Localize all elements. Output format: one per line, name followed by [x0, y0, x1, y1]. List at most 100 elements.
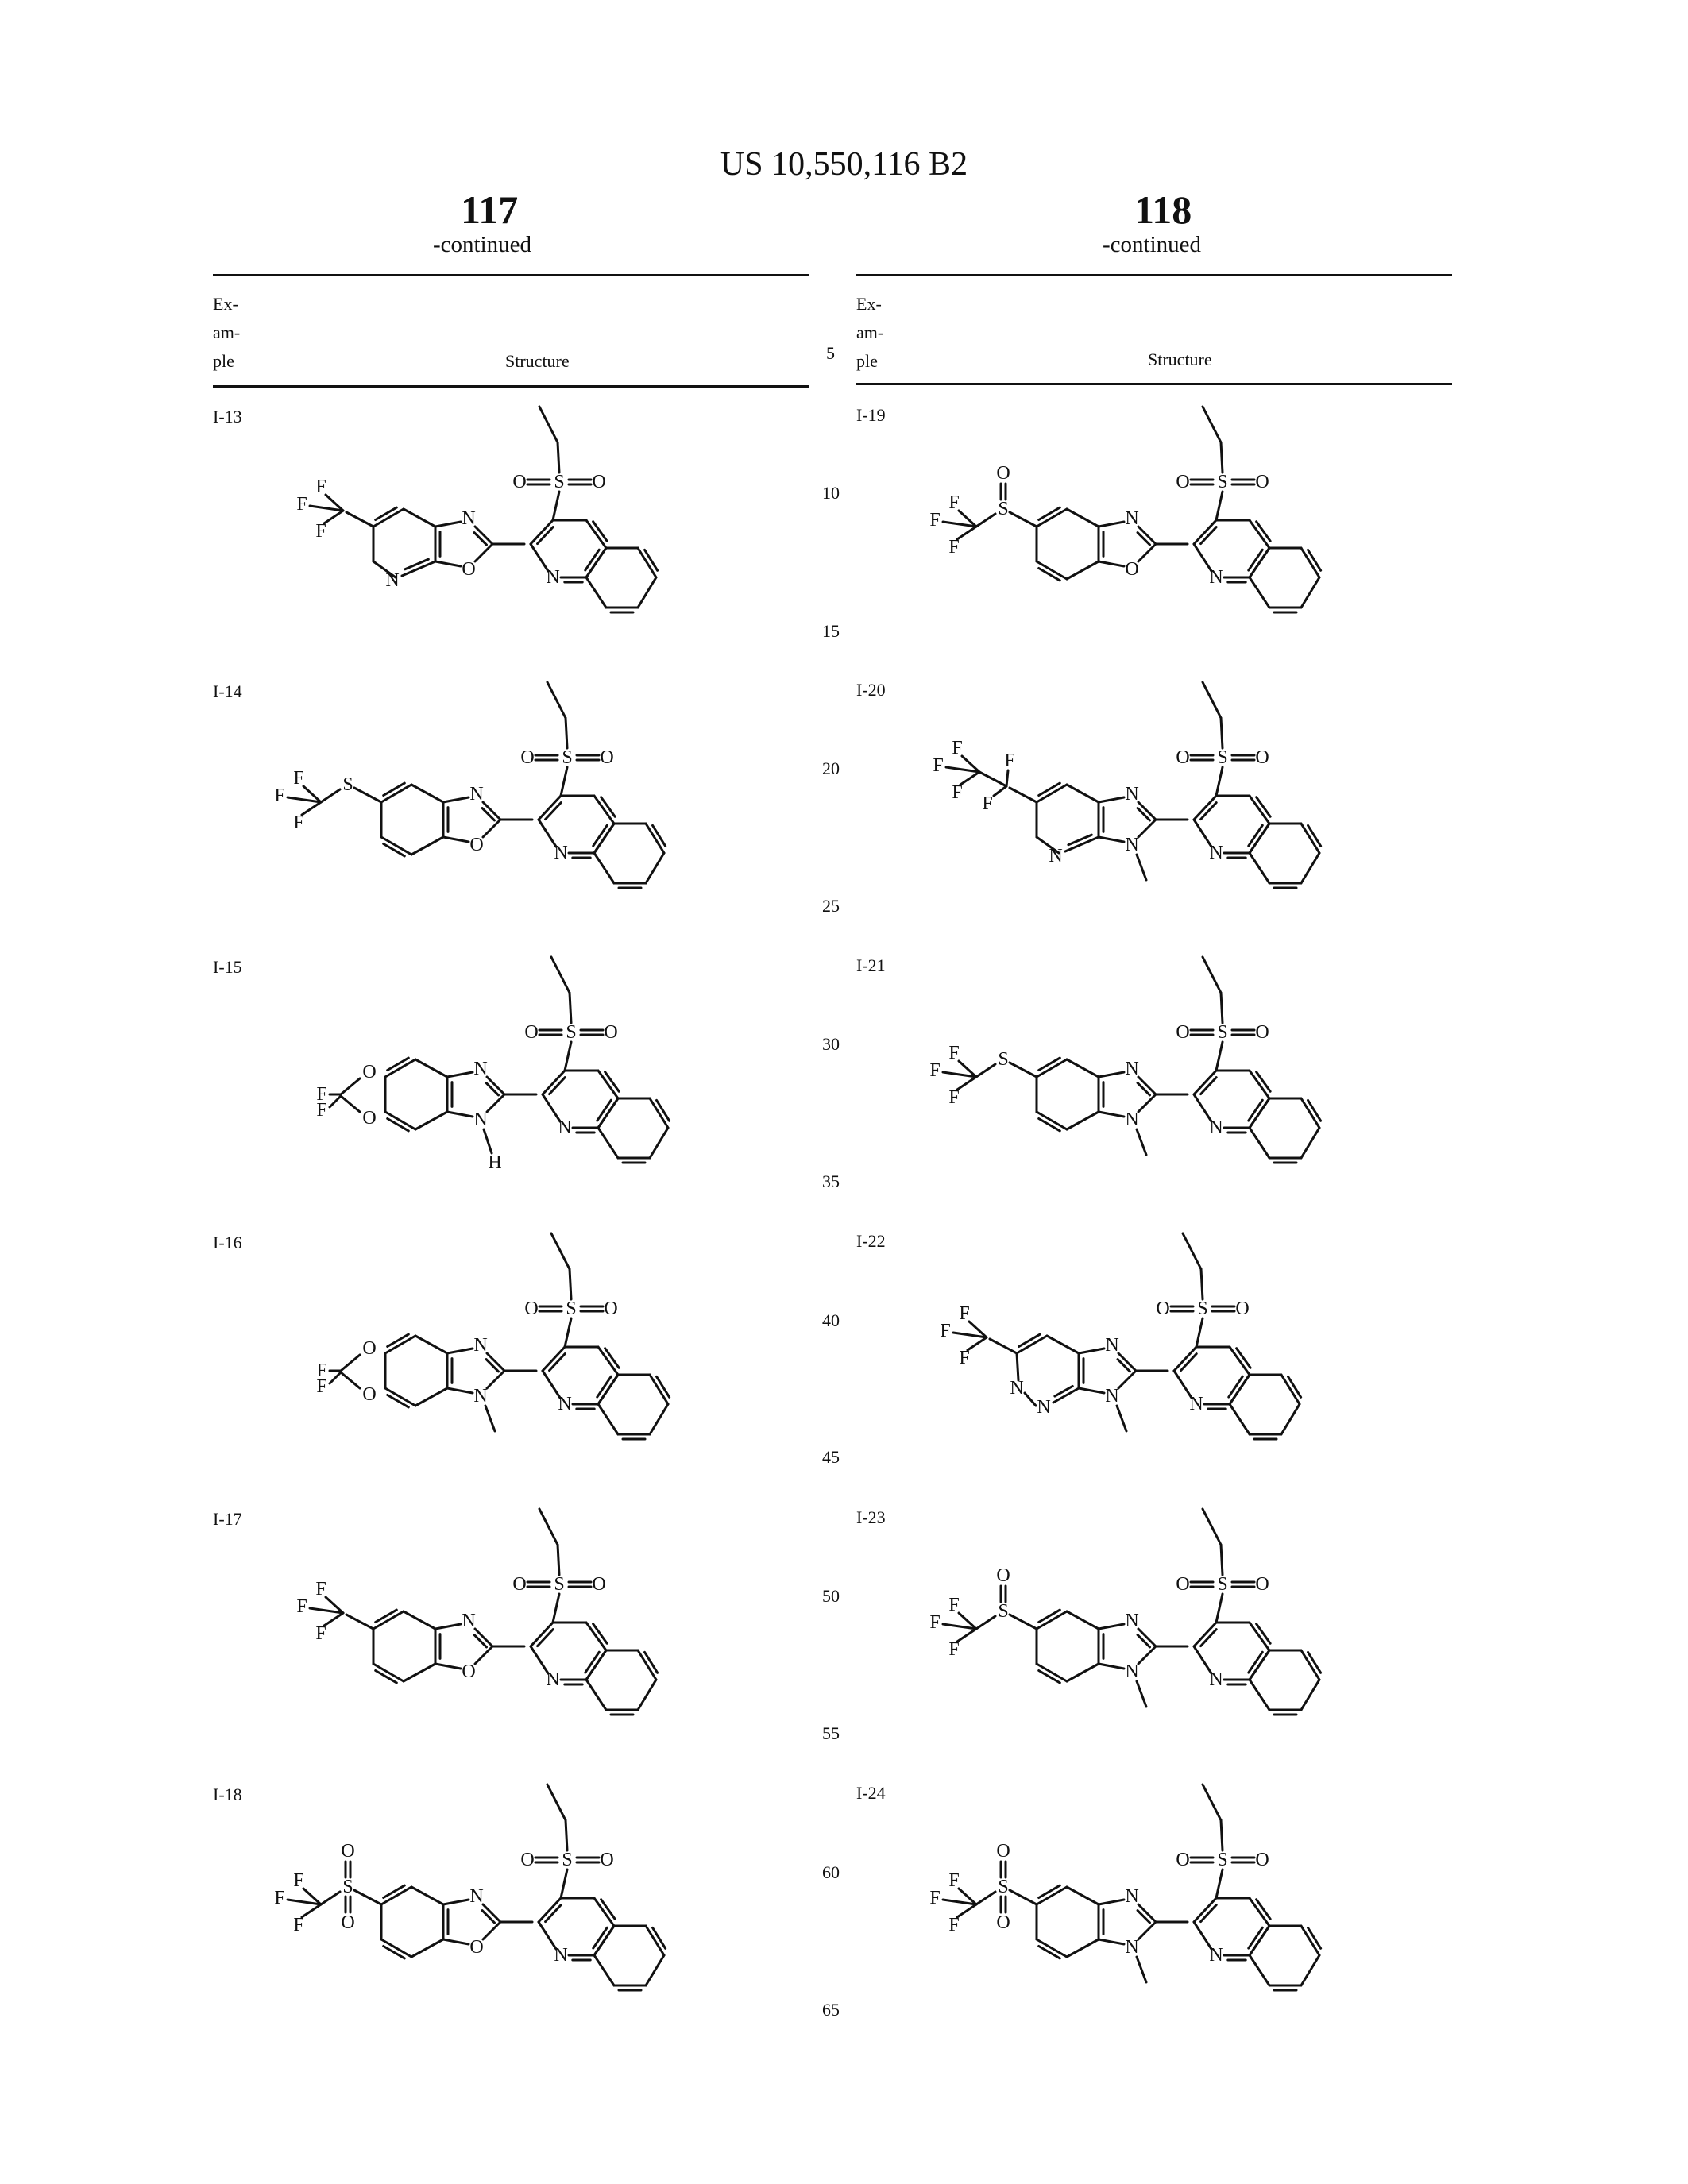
bond	[1067, 509, 1099, 527]
bond	[1099, 1624, 1124, 1629]
bond	[561, 1870, 567, 1898]
right-top-rule	[856, 274, 1452, 276]
double-bond	[1138, 533, 1149, 545]
n-methyl-bond	[1137, 855, 1146, 880]
ring-heteroatom: N	[1125, 1661, 1138, 1682]
bond	[415, 1388, 447, 1406]
sulfur: S	[998, 1049, 1008, 1070]
ring-nitrogen: N	[1049, 846, 1062, 866]
double-bond	[405, 559, 428, 569]
example-label: I-19	[856, 405, 886, 426]
bond	[415, 1112, 447, 1129]
quinoline-nitrogen: N	[1209, 567, 1223, 588]
double-bond	[1138, 1911, 1149, 1923]
double-bond	[1138, 1635, 1149, 1647]
bond	[1250, 853, 1269, 883]
bond	[1079, 1388, 1104, 1393]
sulfone-oxygen: O	[524, 1298, 538, 1319]
ring-nitrogen: N	[1125, 1611, 1138, 1631]
sulfone-oxygen: O	[1156, 1298, 1169, 1319]
structure-I-13: NONNSOOFFF	[294, 401, 786, 663]
fluorine: F	[1004, 751, 1014, 771]
fluorine: F	[959, 1303, 969, 1324]
sulfone-oxygen: O	[604, 1022, 617, 1043]
right-continued: -continued	[1103, 232, 1201, 258]
bond	[341, 1355, 360, 1371]
bond	[976, 514, 995, 527]
structure-I-20: NNNNSOOFFFFF	[957, 677, 1450, 939]
sulfinyl-oxygen: O	[996, 1565, 1010, 1586]
bond	[1099, 1664, 1124, 1669]
bond	[483, 1922, 500, 1939]
bond	[976, 1892, 995, 1904]
double-bond	[474, 1635, 486, 1647]
sulfone-oxygen: O	[1176, 1850, 1189, 1870]
right-structure-header: Structure	[1148, 345, 1212, 374]
sulfonyl-oxygen: O	[996, 1912, 1010, 1933]
bond	[1138, 1922, 1156, 1939]
bond	[994, 786, 1006, 796]
bond	[346, 1615, 373, 1629]
sulfone-oxygen: O	[1255, 1574, 1269, 1595]
bond	[411, 1887, 443, 1904]
bond	[475, 544, 492, 561]
bond	[1203, 1509, 1221, 1545]
n-methyl-bond	[1137, 1957, 1146, 1982]
bond	[976, 1616, 995, 1629]
bond	[976, 1064, 995, 1077]
bond	[570, 993, 571, 1023]
fluorine: F	[315, 1579, 326, 1599]
quinoline-nitrogen: N	[546, 567, 559, 588]
bond	[330, 1096, 341, 1107]
quinoline-nitrogen: N	[1209, 843, 1223, 863]
double-bond	[486, 1083, 498, 1095]
sulfone-sulfur: S	[562, 1850, 572, 1870]
line-number: 30	[822, 1034, 840, 1055]
bond	[1099, 522, 1124, 527]
example-label: I-20	[856, 680, 886, 700]
ring-heteroatom: N	[473, 1109, 487, 1130]
structure-I-24: NNNSOOSOOFFF	[957, 1779, 1450, 2041]
n-methyl-bond	[1117, 1406, 1126, 1431]
bond	[1079, 1349, 1104, 1353]
line-number: 40	[822, 1310, 840, 1331]
structure-I-21: NNNSOOSFFF	[957, 951, 1450, 1214]
example-label: I-15	[213, 957, 242, 978]
bond	[354, 1890, 381, 1904]
fluorine: F	[933, 755, 943, 776]
ring-heteroatom: O	[462, 559, 475, 580]
line-number: 25	[822, 896, 840, 916]
sulfone-oxygen: O	[1255, 1022, 1269, 1043]
structure-I-22: NNNNNSOOFFF	[937, 1228, 1430, 1490]
bond	[1099, 797, 1124, 802]
n-hydrogen: H	[488, 1152, 501, 1173]
sulfone-oxygen: O	[600, 747, 613, 768]
bond	[547, 1785, 566, 1820]
sulfone-oxygen: O	[592, 472, 605, 492]
bond	[594, 853, 614, 883]
bond	[330, 1372, 341, 1383]
sulfur: S	[342, 774, 353, 795]
sulfone-sulfur: S	[566, 1022, 576, 1043]
bond	[539, 407, 558, 442]
bond	[1067, 1887, 1099, 1904]
bond	[487, 1094, 504, 1112]
sulfinyl-oxygen: O	[996, 463, 1010, 484]
bond	[1183, 1233, 1201, 1269]
ring-heteroatom: N	[1125, 835, 1138, 855]
ring-nitrogen: N	[385, 570, 399, 591]
ring-heteroatom: N	[473, 1386, 487, 1406]
right-header-rule	[856, 383, 1452, 385]
bond	[443, 797, 469, 802]
bond	[1221, 718, 1223, 748]
bond	[447, 1349, 473, 1353]
double-bond	[1055, 1386, 1072, 1396]
sulfone-oxygen: O	[520, 1850, 534, 1870]
structure-I-14: NONSOOSFFF	[302, 677, 794, 939]
line-number: 15	[822, 621, 840, 642]
quinoline-nitrogen: N	[1209, 1945, 1223, 1966]
bond	[1099, 1112, 1124, 1117]
bond	[957, 1077, 976, 1090]
sulfone-sulfur: S	[554, 1574, 564, 1595]
ring-nitrogen: N	[462, 1611, 475, 1631]
